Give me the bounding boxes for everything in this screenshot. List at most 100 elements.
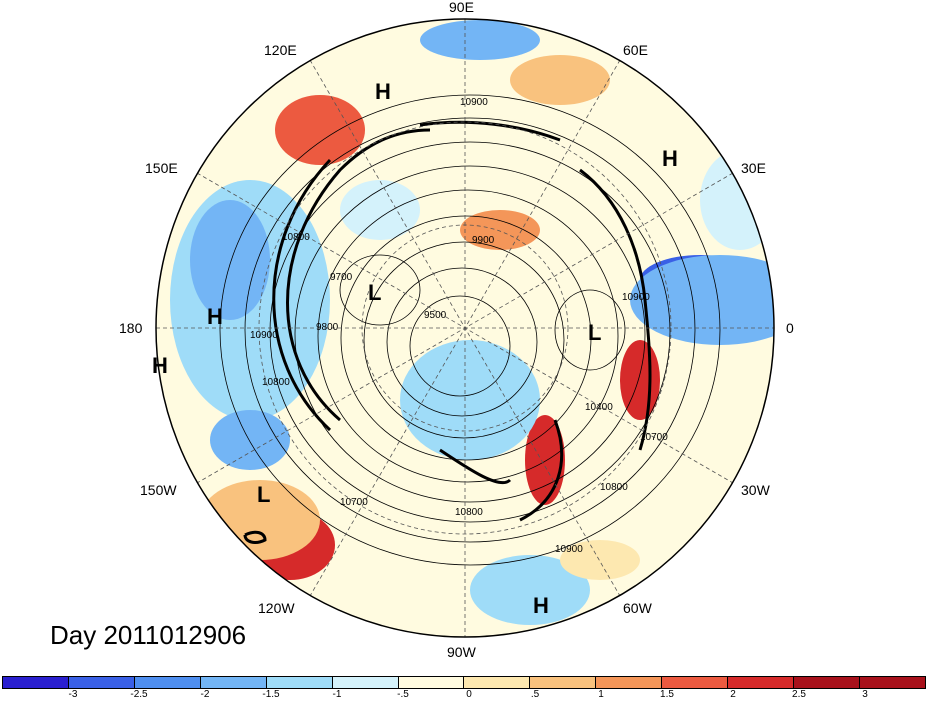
pressure-system-markers: H H H H H L L L: [152, 79, 678, 618]
longitude-label: 90E: [449, 0, 474, 15]
contour-label: 10900: [460, 97, 488, 108]
height-contour: [409, 295, 511, 397]
contour-label: 10900: [622, 292, 650, 303]
jet-contour: [419, 120, 561, 142]
colorbar-segment: [530, 677, 597, 688]
contour-label: 10900: [250, 330, 278, 341]
high-pressure-marker: H: [152, 353, 168, 378]
height-contour: [317, 189, 619, 483]
low-pressure-marker: L: [368, 280, 381, 305]
height-contour: [269, 141, 671, 523]
colorbar-tick-labels: -3 -2.5 -2 -1.5 -1 -.5 0 .5 1 1.5 2 2.5 …: [2, 689, 926, 702]
anomaly-blob: [340, 180, 420, 240]
contour-label: 10400: [585, 402, 613, 413]
colorbar-tick: -1.5: [262, 689, 280, 700]
contour-label: 9900: [472, 235, 495, 246]
longitude-label: 30W: [741, 482, 771, 498]
meridian-line: [196, 172, 734, 484]
colorbar-tick: 2: [730, 689, 736, 700]
contour-label: 10800: [262, 377, 290, 388]
anomaly-blob: [560, 540, 640, 580]
colorbar-segment: [134, 677, 201, 688]
contour-label: 10700: [340, 497, 368, 508]
colorbar-segment: [332, 677, 399, 688]
longitude-label: 120E: [264, 42, 297, 58]
anomaly-blob: [470, 555, 590, 625]
longitude-labels: 90E 60E 30E 0 30W 60W 90W 120W 150W 180 …: [119, 0, 794, 660]
anomaly-blob: [460, 210, 540, 250]
colorbar-tick: 1.5: [660, 689, 674, 700]
anomaly-blob: [190, 200, 270, 320]
colorbar-tick: -2: [200, 689, 210, 700]
anomaly-blob: [510, 55, 610, 105]
anomaly-blob: [700, 150, 774, 250]
colorbar-segment: [266, 677, 333, 688]
anomaly-blob: [420, 20, 540, 60]
jet-contour: [519, 419, 563, 522]
contour-label: 9500: [424, 310, 447, 321]
colorbar-segment: [859, 677, 925, 688]
longitude-label: 120W: [258, 600, 295, 616]
contour-label: 9700: [330, 272, 353, 283]
longitude-label: 60E: [623, 42, 648, 58]
high-pressure-marker: H: [533, 593, 549, 618]
anomaly-blob: [630, 255, 774, 345]
colorbar-segment: [464, 677, 531, 688]
contour-label: 10800: [600, 482, 628, 493]
colorbar-tick: .5: [530, 689, 540, 700]
colorbar-segment: [398, 677, 465, 688]
colorbar: [2, 676, 926, 689]
colorbar-tick: 1: [598, 689, 604, 700]
high-pressure-marker: H: [375, 79, 391, 104]
colorbar-tick: 3: [862, 689, 868, 700]
height-contour: [244, 117, 696, 543]
longitude-label: 30E: [741, 160, 766, 176]
colorbar-segment: [68, 677, 135, 688]
contour-value-labels: 10900 9900 9700 9800 9500 10800 10900 10…: [250, 97, 668, 555]
contour-label: 10700: [640, 432, 668, 443]
colorbar-tick: -1: [332, 689, 342, 700]
colorbar-segment: [200, 677, 267, 688]
contour-label: 10900: [555, 544, 583, 555]
colorbar-segment: [3, 677, 69, 688]
longitude-label: 180: [119, 320, 143, 336]
jet-contour: [272, 158, 332, 432]
contour-label: 10800: [455, 507, 483, 518]
colorbar-tick: -3: [68, 689, 78, 700]
jet-contours: [243, 120, 652, 544]
height-contour: [363, 241, 565, 439]
low-pressure-marker: L: [257, 482, 270, 507]
polar-stereographic-map: 10900 9900 9700 9800 9500 10800 10900 10…: [119, 0, 794, 660]
anomaly-blob: [210, 410, 290, 470]
graticule: [156, 19, 774, 637]
height-contour: [554, 289, 626, 371]
height-contours: [219, 94, 721, 566]
colorbar-segment: [794, 677, 860, 688]
height-contour: [386, 267, 538, 417]
height-contour: [339, 254, 421, 326]
longitude-label: 60W: [623, 600, 653, 616]
anomaly-blob: [620, 340, 660, 420]
jet-contour: [286, 128, 431, 422]
colorbar-segment: [596, 677, 663, 688]
day-label: Day 2011012906: [50, 620, 247, 650]
longitude-label: 150W: [140, 482, 177, 498]
anomaly-blob: [275, 95, 365, 165]
map-boundary: [155, 18, 775, 638]
colorbar-tick: 2.5: [792, 689, 806, 700]
colorbar-segment: [662, 677, 729, 688]
jet-contour: [243, 530, 267, 544]
colorbar-tick: -.5: [397, 689, 409, 700]
jet-contour: [579, 168, 652, 451]
contour-label: 10800: [282, 232, 310, 243]
high-pressure-marker: H: [662, 146, 678, 171]
low-pressure-marker: L: [588, 320, 601, 345]
jet-contour: [439, 448, 512, 485]
longitude-label: 0: [786, 320, 794, 336]
colorbar-tick: 0: [466, 689, 472, 700]
contour-label: 9800: [316, 322, 339, 333]
colorbar-segment: [728, 677, 795, 688]
height-contour: [219, 94, 721, 566]
anomaly-blob: [400, 340, 540, 460]
height-contour: [294, 165, 646, 503]
